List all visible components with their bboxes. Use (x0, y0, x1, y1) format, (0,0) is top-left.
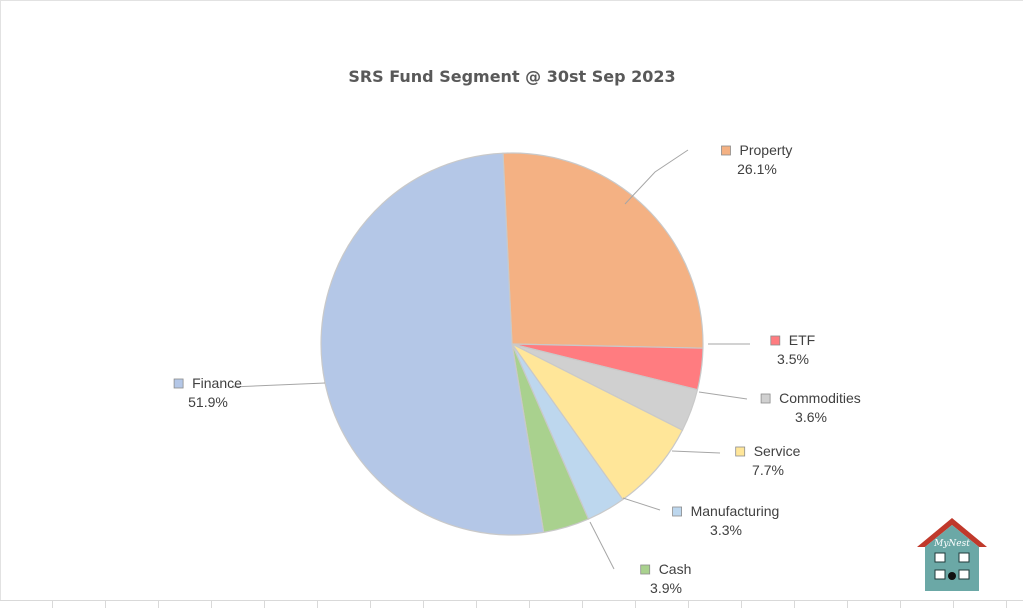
leader-property (624, 149, 689, 205)
leader-lines (231, 149, 750, 570)
leader-finance (231, 382, 326, 388)
leader-cash (589, 521, 615, 570)
label-value-service: 7.7% (752, 462, 784, 478)
swatch-finance (173, 378, 184, 389)
slice-finance (320, 152, 545, 536)
label-value-cash: 3.9% (650, 580, 682, 596)
label-name-commodities: Commodities (779, 390, 861, 406)
logo-door (948, 572, 956, 580)
leader-manufacturing (622, 497, 661, 511)
swatch-manufacturing (672, 506, 682, 517)
label-name-cash: Cash (659, 561, 692, 577)
mynest-logo: MyNest (917, 518, 987, 591)
logo-text: MyNest (933, 539, 970, 549)
slice-property (502, 152, 704, 349)
swatch-cash (640, 564, 651, 575)
logo-windows (934, 552, 970, 580)
swatch-service (735, 446, 746, 457)
leader-commodities (698, 391, 748, 400)
label-name-service: Service (754, 443, 801, 459)
label-name-property: Property (740, 142, 793, 158)
swatch-commodities (760, 393, 771, 404)
label-value-etf: 3.5% (777, 351, 809, 367)
data-labels: Property 26.1% ETF 3.5% Commodities 3.6% Servi… (173, 142, 861, 596)
pie-slices (320, 152, 704, 536)
swatch-etf (770, 335, 781, 346)
chart-title: SRS Fund Segment @ 30st Sep 2023 (348, 67, 675, 86)
label-value-finance: 51.9% (188, 394, 228, 410)
sheet-gridlines (0, 600, 1023, 608)
label-value-commodities: 3.6% (795, 409, 827, 425)
label-name-manufacturing: Manufacturing (691, 503, 780, 519)
swatch-property (721, 145, 731, 156)
label-value-property: 26.1% (737, 161, 777, 177)
label-name-finance: Finance (192, 375, 242, 391)
logo-roof (917, 518, 987, 547)
label-value-manufacturing: 3.3% (710, 522, 742, 538)
leader-service (671, 450, 721, 454)
label-name-etf: ETF (789, 332, 815, 348)
